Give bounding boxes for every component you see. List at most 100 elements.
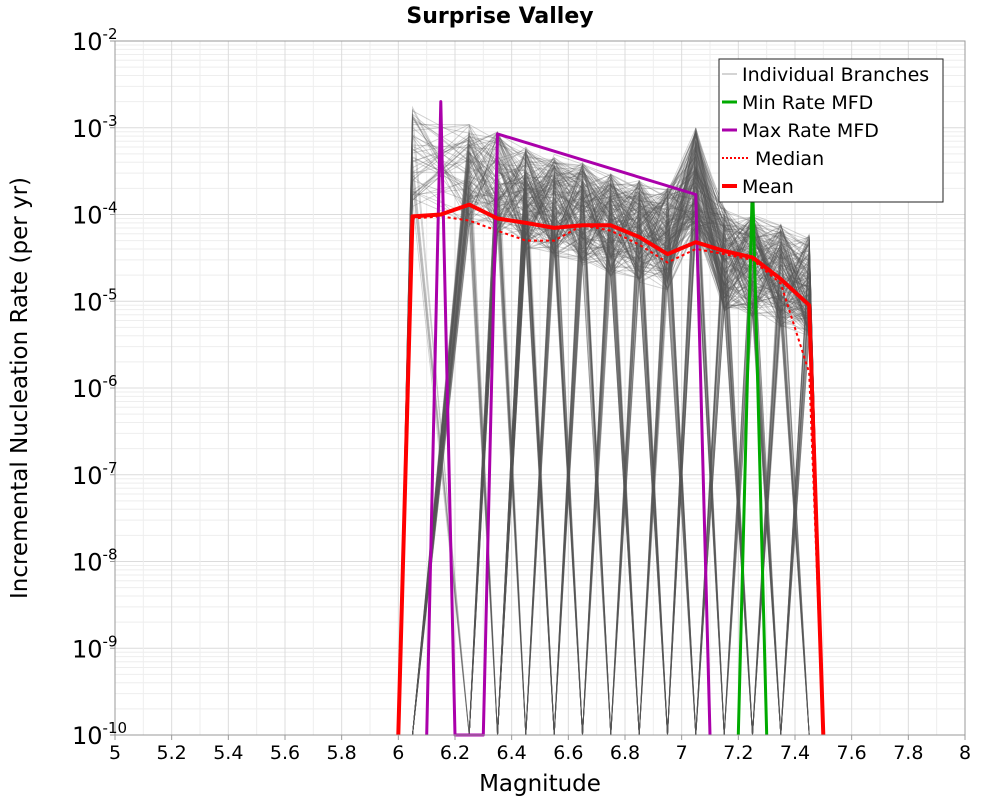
branch-line — [397, 149, 824, 736]
branch-line — [397, 155, 824, 736]
branch-line — [398, 197, 824, 736]
x-tick-label: 6.4 — [497, 742, 527, 764]
branch-line — [397, 115, 824, 736]
branch-line — [398, 195, 824, 736]
branch-line — [398, 131, 824, 736]
branch-line — [398, 141, 824, 736]
branch-line — [398, 205, 824, 736]
branch-line — [397, 139, 824, 736]
branch-line — [398, 174, 824, 736]
branch-line — [397, 138, 824, 736]
x-tick-label: 5 — [109, 742, 121, 764]
branch-line — [398, 152, 824, 736]
branch-line — [397, 170, 824, 736]
branch-line — [398, 132, 824, 736]
branch-line — [397, 160, 824, 736]
y-tick-label: 10-4 — [72, 199, 118, 230]
branch-line — [398, 131, 824, 736]
branch-line — [398, 172, 824, 736]
branch-line — [397, 135, 824, 736]
branch-line — [398, 168, 824, 736]
branch-line — [397, 110, 824, 736]
x-tick-label: 7.6 — [837, 742, 867, 764]
branch-line — [398, 158, 824, 736]
branch-line — [398, 198, 824, 736]
branch-line — [397, 126, 824, 736]
branch-line — [398, 152, 824, 736]
branch-line — [398, 135, 824, 736]
branch-line — [398, 158, 824, 736]
branch-line — [397, 167, 824, 736]
branch-line — [398, 165, 824, 736]
branch-line — [397, 139, 824, 736]
branch-line — [397, 152, 824, 736]
branch-line — [398, 172, 824, 736]
branch-line — [398, 159, 824, 736]
branch-line — [398, 134, 824, 736]
branch-line — [398, 184, 824, 736]
branch-line — [397, 131, 824, 736]
branch-line — [397, 167, 824, 736]
branch-line — [398, 164, 824, 736]
branch-line — [398, 156, 824, 736]
branch-line — [398, 129, 824, 736]
branch-line — [398, 129, 824, 736]
branch-line — [397, 143, 824, 736]
branch-line — [397, 143, 824, 736]
x-axis-label: Magnitude — [479, 771, 601, 797]
y-axis-ticks: 10-2 10-3 10-4 10-5 10-6 10-7 10-8 10-9 10-10 — [72, 25, 127, 750]
branch-line — [398, 130, 824, 736]
branch-line — [398, 131, 824, 736]
branch-line — [397, 135, 824, 736]
branch-line — [397, 124, 824, 736]
branch-line — [398, 154, 824, 736]
branch-line — [398, 167, 824, 736]
branch-line — [398, 161, 824, 736]
branch-line — [397, 144, 824, 736]
x-tick-label: 5.8 — [327, 742, 357, 764]
branch-line — [398, 168, 824, 736]
branch-line — [398, 131, 824, 736]
branch-line — [398, 143, 824, 736]
branch-line — [398, 135, 824, 736]
branch-line — [398, 165, 824, 736]
branch-line — [397, 174, 824, 736]
branch-line — [397, 180, 824, 736]
x-tick-label: 6.2 — [440, 742, 470, 764]
branch-line — [398, 179, 824, 736]
branch-line — [398, 159, 824, 736]
branch-line — [398, 190, 824, 736]
y-tick-label: 10-2 — [72, 25, 118, 56]
branch-line — [397, 148, 824, 736]
branch-line — [398, 142, 824, 736]
branch-line — [398, 164, 824, 736]
branch-line — [397, 151, 824, 736]
branch-line — [397, 105, 824, 736]
y-tick-label: 10-8 — [72, 546, 118, 577]
x-tick-label: 6 — [392, 742, 404, 764]
branch-line — [398, 172, 824, 736]
branch-line — [397, 144, 824, 736]
x-tick-label: 7 — [676, 742, 688, 764]
legend-label: Min Rate MFD — [742, 92, 873, 114]
branch-line — [398, 154, 824, 736]
branch-line — [398, 168, 824, 736]
branch-line — [398, 131, 824, 736]
branch-line — [398, 167, 824, 736]
x-tick-label: 7.4 — [780, 742, 810, 764]
x-tick-label: 5.2 — [157, 742, 187, 764]
y-tick-label: 10-9 — [72, 632, 118, 663]
branch-line — [398, 170, 824, 736]
branch-line — [398, 158, 824, 736]
branch-line — [398, 166, 824, 736]
branch-line — [397, 133, 824, 736]
branch-line — [398, 168, 824, 736]
branch-line — [398, 133, 824, 736]
branch-line — [398, 135, 824, 736]
legend-label: Median — [755, 148, 824, 170]
branch-line — [398, 156, 824, 736]
branch-line — [398, 140, 824, 736]
branch-line — [398, 169, 824, 736]
series-line-median — [397, 215, 825, 736]
